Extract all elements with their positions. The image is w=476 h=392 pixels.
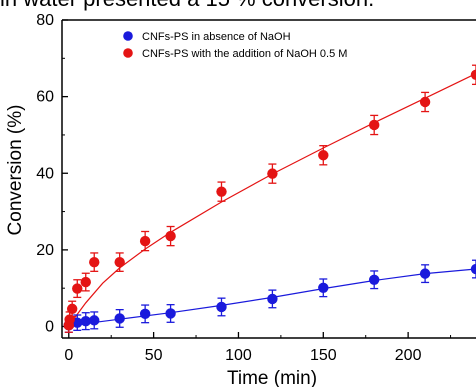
data-point-series-2 (89, 256, 100, 268)
legend-marker-series-1 (123, 31, 133, 41)
data-point-series-2 (165, 230, 176, 242)
legend: CNFs-PS in absence of NaOH CNFs-PS with t… (123, 31, 347, 60)
data-point-series-1 (139, 308, 151, 320)
data-point-series-1 (470, 263, 476, 275)
axis-labels: Time (min) Conversion (%) (5, 105, 317, 389)
data-point-series-2 (318, 150, 329, 161)
data-point-series-1 (419, 268, 431, 279)
x-tick-label: 150 (310, 347, 337, 364)
data-point-series-1 (368, 274, 380, 285)
axes: 0 50 100 150 200 0 20 40 60 80 (36, 12, 476, 364)
data-point-series-1 (80, 315, 91, 327)
y-tick-label: 20 (36, 242, 54, 259)
data-point-series-1 (165, 308, 176, 319)
data-point-series-2 (64, 314, 75, 325)
legend-label-series-2: CNFs-PS with the addition of NaOH 0.5 M (142, 48, 347, 60)
data-point-series-2 (80, 276, 91, 288)
y-tick-label: 60 (36, 89, 54, 106)
data-point-series-1 (114, 313, 125, 324)
data-point-series-2 (139, 235, 151, 247)
data-point-series-2 (216, 186, 227, 197)
error-bar (472, 64, 476, 86)
x-axis-label: Time (min) (227, 368, 317, 387)
data-point-series-2 (114, 256, 125, 268)
data-point-series-1 (267, 293, 278, 305)
data-point-series-1 (318, 282, 329, 294)
data-point-series-2 (66, 303, 78, 315)
data-point-series-2 (368, 119, 380, 131)
y-tick-label: 80 (36, 12, 54, 29)
header-caption: in water presented a 15 % conversion. (0, 0, 476, 14)
y-tick-label: 0 (45, 319, 54, 336)
data-points (63, 69, 476, 331)
data-point-series-2 (72, 283, 83, 294)
data-point-series-1 (216, 301, 227, 313)
y-tick-label: 40 (36, 165, 54, 182)
error-bars (64, 64, 476, 333)
y-axis-label: Conversion (%) (5, 105, 26, 236)
data-point-series-2 (419, 96, 431, 108)
error-bar (472, 259, 476, 279)
data-point-series-2 (470, 69, 476, 80)
fit-lines (68, 73, 476, 327)
x-tick-label: 200 (395, 347, 422, 364)
x-tick-label: 0 (64, 347, 73, 364)
legend-marker-series-2 (123, 48, 133, 58)
fit-line-series-2 (68, 73, 476, 326)
data-point-series-1 (89, 315, 100, 326)
data-point-series-2 (267, 168, 278, 179)
x-tick-label: 50 (145, 347, 163, 364)
x-tick-label: 100 (225, 347, 252, 364)
legend-label-series-1: CNFs-PS in absence of NaOH (142, 31, 291, 43)
